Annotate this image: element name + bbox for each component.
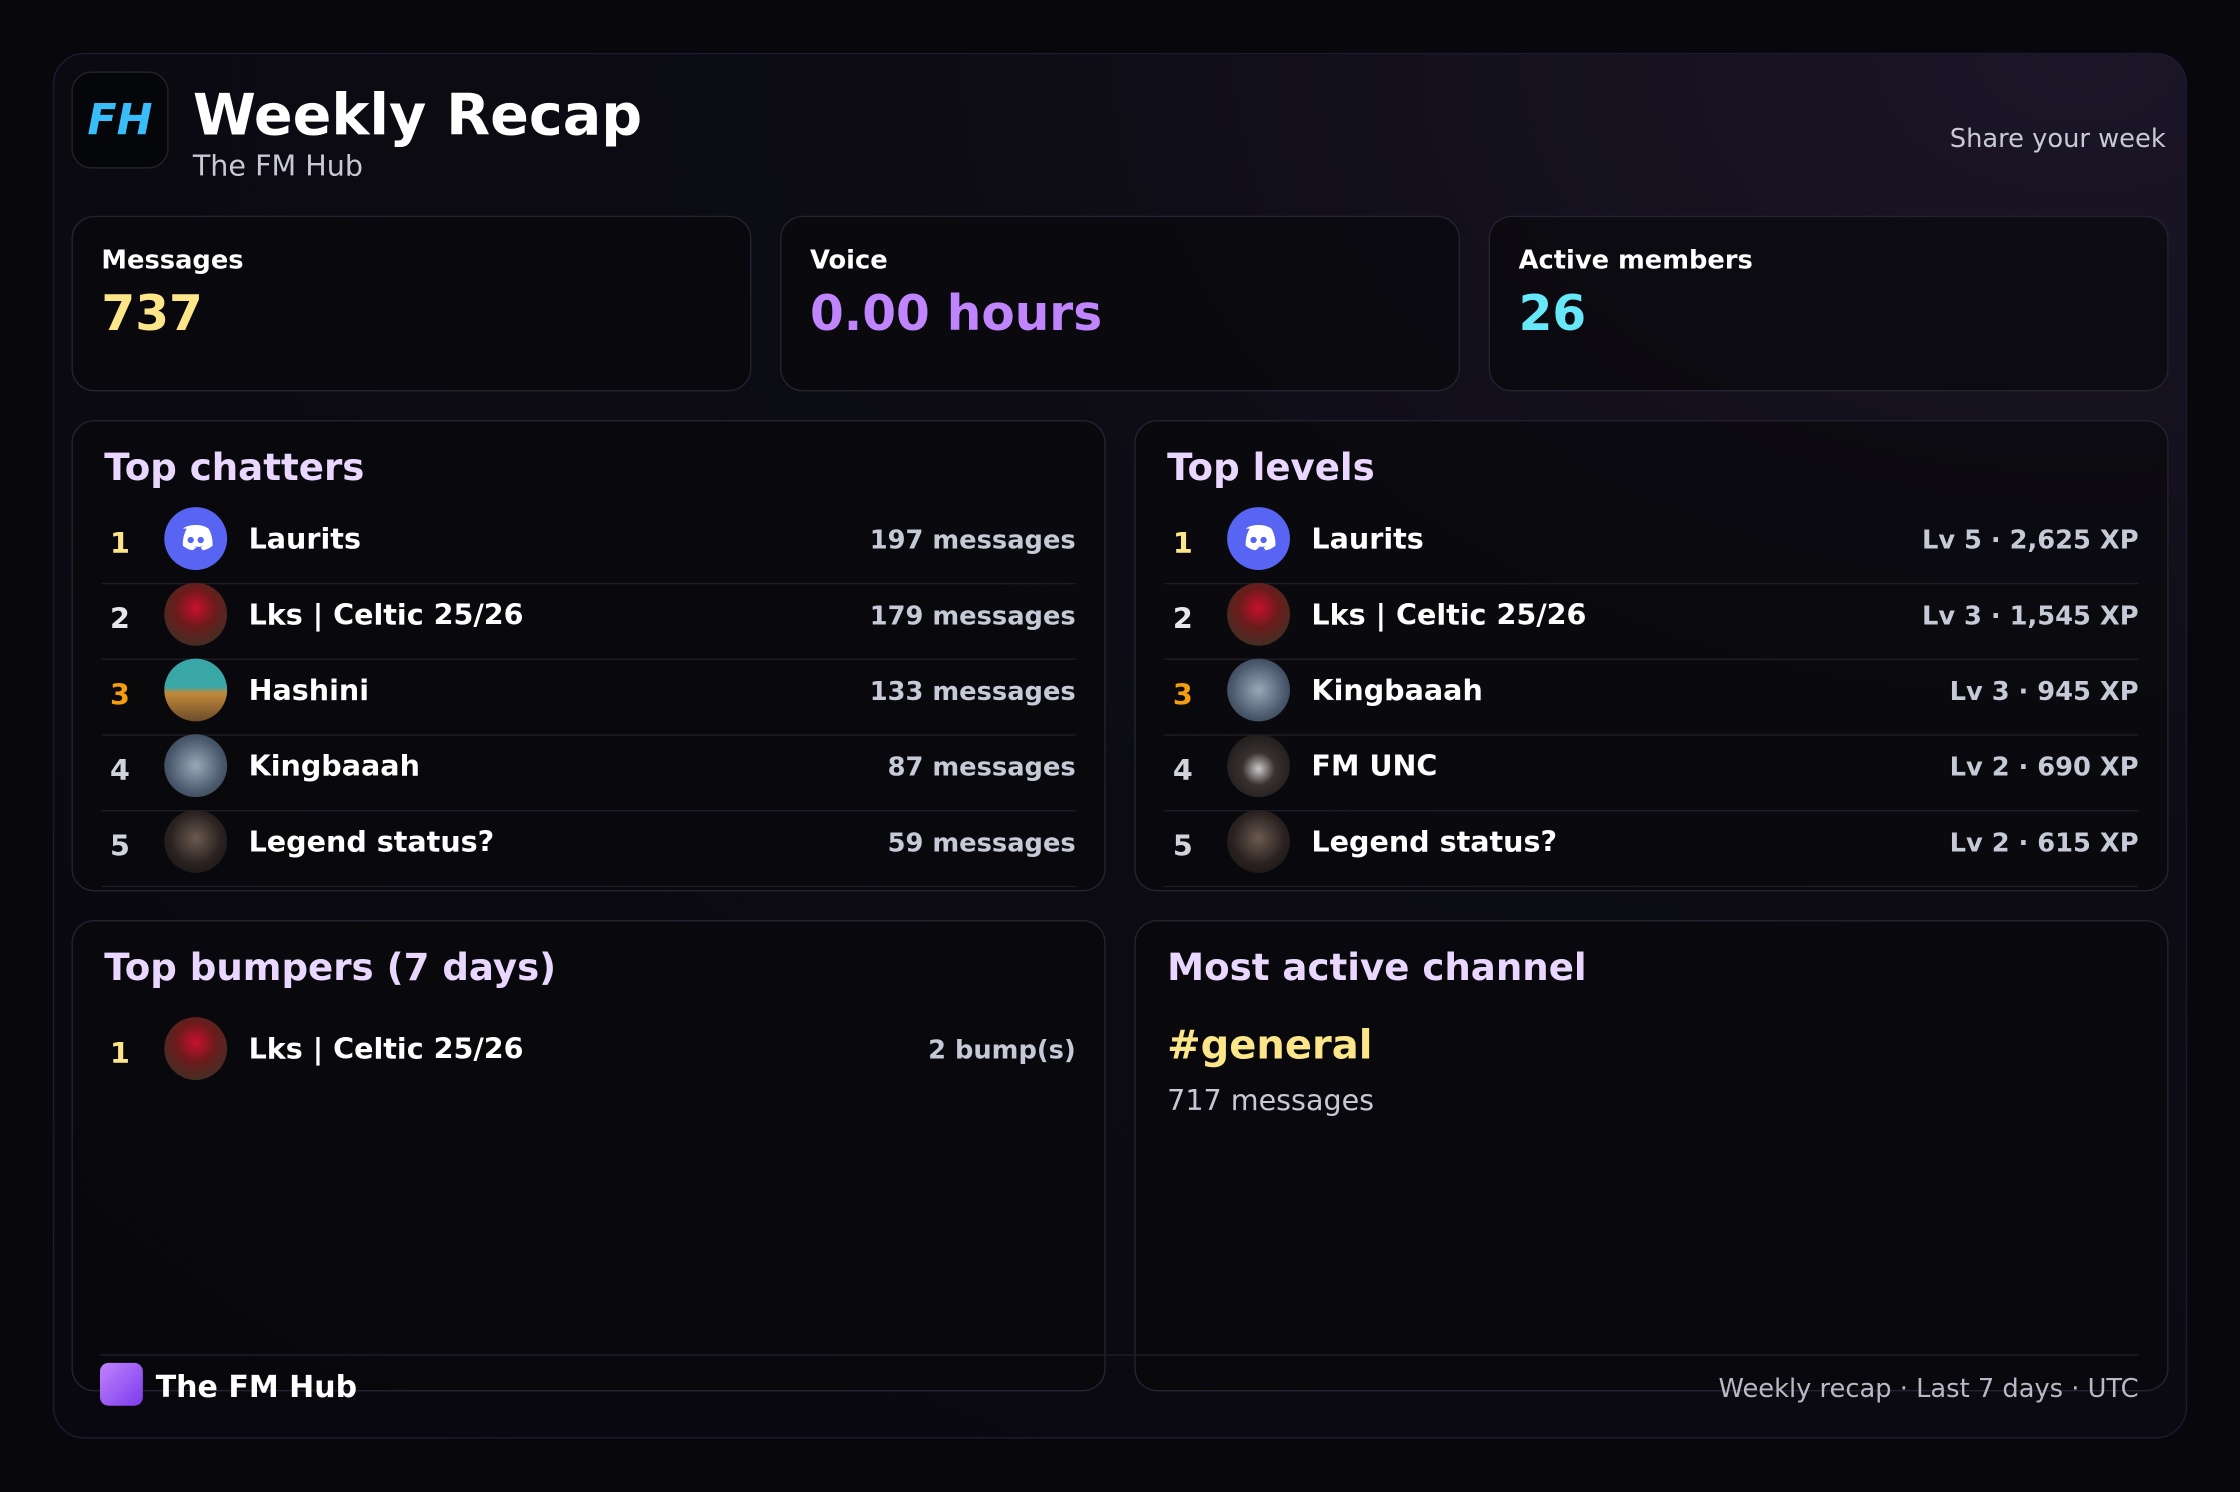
member-name: Laurits (248, 521, 361, 556)
avatar (164, 658, 228, 722)
leaderboard-row: 1 Lks | Celtic 25/26 2 bump(s) (101, 1017, 1076, 1093)
member-name: Hashini (248, 672, 370, 708)
rank: 2 (110, 601, 130, 636)
leaderboard-row: 4 FM UNC Lv 2 · 690 XP (1164, 734, 2139, 812)
rank: 1 (110, 1035, 130, 1070)
discord-icon (1245, 524, 1276, 551)
panel-title: Most active channel (1167, 947, 1587, 990)
leaderboard-row: 5 Legend status? 59 messages (101, 809, 1076, 888)
channel: #general (1167, 1021, 1373, 1069)
top-bumpers: Top bumpers (7 days) 1 Lks | Celtic 25/26 2… (71, 919, 1106, 1392)
most-active-channel: Most active channel #general 717 message… (1134, 919, 2169, 1392)
member-name: Kingbaaah (248, 748, 420, 783)
member-name: Lks | Celtic 25/26 (248, 1031, 524, 1066)
member-stat: 179 messages (869, 601, 1076, 632)
leaderboard-row: 3 Kingbaaah Lv 3 · 945 XP (1164, 658, 2139, 736)
member-name: Legend status? (248, 824, 495, 859)
member-stat: 197 messages (869, 525, 1076, 556)
panel-title: Top chatters (104, 447, 365, 490)
member-name: Lks | Celtic 25/26 (248, 597, 524, 632)
stat-value: 737 (101, 285, 203, 343)
logo: FH (71, 71, 169, 169)
title: Weekly Recap (192, 82, 643, 149)
member-stat: 59 messages (887, 828, 1076, 859)
leaderboard-row: 5 Legend status? Lv 2 · 615 XP (1164, 809, 2139, 888)
member-name: Laurits (1311, 521, 1424, 556)
member-stat: 133 messages (869, 677, 1076, 708)
rank: 4 (1172, 752, 1193, 788)
rank: 1 (110, 525, 130, 560)
rank: 3 (110, 677, 130, 712)
stat-card: Messages 737 (71, 215, 752, 392)
avatar (1227, 734, 1290, 798)
channel-stat: 717 messages (1167, 1082, 1375, 1118)
top-chatters: Top chatters 1 Laurits 197 messages 2 Lks | C… (71, 419, 1106, 892)
member-stat: 2 bump(s) (928, 1035, 1076, 1066)
panel-title: Top bumpers (7 days) (104, 947, 557, 990)
subtitle: The FM Hub (192, 148, 363, 183)
avatar (1227, 582, 1290, 646)
avatar (1227, 658, 1290, 722)
member-name: FM UNC (1311, 748, 1438, 783)
member-name: Legend status? (1311, 824, 1558, 859)
rank: 1 (1172, 525, 1193, 560)
rank: 4 (110, 752, 130, 788)
avatar (164, 582, 228, 646)
leaderboard-row: 3 Hashini 133 messages (101, 658, 1076, 736)
brand-icon (99, 1362, 143, 1406)
member-stat: Lv 3 · 945 XP (1949, 677, 2139, 708)
rank: 5 (110, 828, 130, 863)
stat-card: Voice 0.00 hours (779, 215, 1460, 392)
stat-value: 26 (1518, 285, 1587, 343)
member-name: Kingbaaah (1311, 672, 1483, 708)
member-stat: Lv 2 · 615 XP (1949, 828, 2139, 859)
panel-title: Top levels (1167, 447, 1375, 490)
share-button[interactable]: Share your week (1949, 124, 2166, 155)
rank: 2 (1172, 601, 1193, 636)
stat-value: 0.00 hours (809, 285, 1103, 343)
stat-label: Active members (1518, 245, 1753, 276)
discord-icon (182, 524, 213, 551)
divider (99, 1354, 2139, 1356)
avatar (1227, 507, 1290, 570)
member-stat: Lv 3 · 1,545 XP (1921, 601, 2139, 632)
leaderboard-row: 1 Laurits 197 messages (101, 507, 1076, 585)
avatar (164, 507, 228, 570)
leaderboard-row: 2 Lks | Celtic 25/26 Lv 3 · 1,545 XP (1164, 582, 2139, 660)
avatar (1227, 809, 1290, 873)
avatar (164, 1017, 228, 1080)
member-name: Lks | Celtic 25/26 (1311, 597, 1587, 632)
member-stat: 87 messages (887, 752, 1076, 783)
top-levels: Top levels 1 Laurits Lv 5 · 2,625 XP 2 Lks | … (1134, 419, 2169, 892)
rank: 5 (1172, 828, 1193, 863)
footer-note: Weekly recap · Last 7 days · UTC (1718, 1374, 2139, 1405)
leaderboard-row: 2 Lks | Celtic 25/26 179 messages (101, 582, 1076, 660)
footer-brand: The FM Hub (155, 1369, 358, 1405)
leaderboard-row: 1 Laurits Lv 5 · 2,625 XP (1164, 507, 2139, 585)
leaderboard-row: 4 Kingbaaah 87 messages (101, 734, 1076, 812)
avatar (164, 809, 228, 873)
avatar (164, 734, 228, 798)
rank: 3 (1172, 677, 1193, 712)
stat-card: Active members 26 (1488, 215, 2169, 392)
stat-label: Voice (809, 245, 888, 276)
member-stat: Lv 5 · 2,625 XP (1921, 525, 2139, 556)
member-stat: Lv 2 · 690 XP (1949, 752, 2139, 783)
stat-label: Messages (101, 245, 244, 276)
